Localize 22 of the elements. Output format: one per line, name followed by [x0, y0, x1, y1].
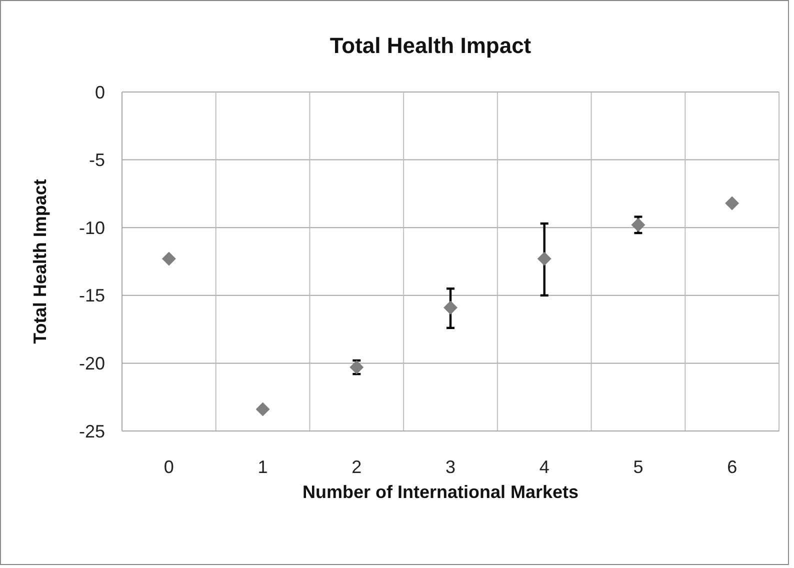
y-tick-label: -10: [78, 218, 105, 238]
x-tick-label: 6: [727, 457, 738, 477]
y-tick-label: -25: [78, 421, 105, 442]
x-tick-label: 4: [539, 457, 550, 477]
point: [537, 252, 552, 266]
point: [444, 300, 458, 315]
x-tick-label: 3: [445, 457, 456, 477]
y-tick-label: -15: [78, 286, 105, 306]
y-tick-label: -5: [88, 150, 105, 170]
x-tick-label: 0: [164, 457, 174, 477]
y-tick-label: 0: [94, 82, 105, 102]
point: [725, 196, 740, 210]
x-tick-label: 2: [352, 457, 362, 477]
y-axis-title: Total Health Impact: [30, 179, 50, 344]
chart-title: Total Health Impact: [330, 33, 532, 58]
x-axis-title: Number of International Markets: [302, 482, 579, 502]
point: [162, 252, 176, 266]
x-tick-label: 1: [258, 457, 268, 477]
x-tick-label: 5: [633, 457, 644, 477]
point: [631, 218, 646, 232]
point: [256, 402, 270, 416]
y-tick-label: -20: [78, 354, 105, 374]
